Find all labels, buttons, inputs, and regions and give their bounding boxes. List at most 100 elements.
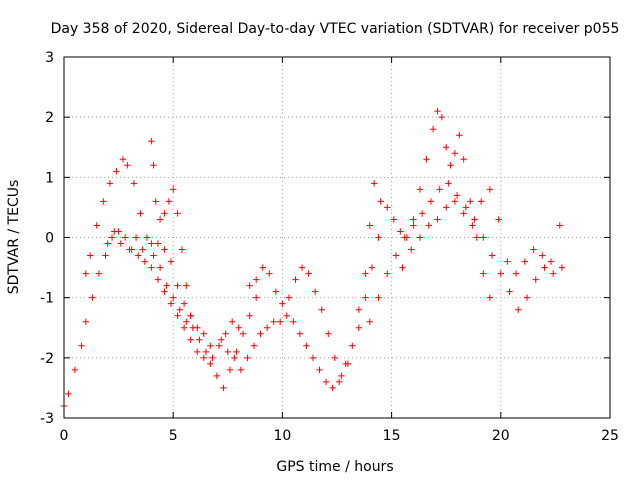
data-point (375, 294, 382, 301)
series-group (218, 234, 382, 392)
data-point (187, 336, 194, 343)
data-point (170, 186, 177, 193)
data-point (547, 258, 555, 265)
data-point (135, 252, 142, 259)
data-point (447, 162, 454, 169)
data-point (174, 282, 181, 289)
data-point (257, 330, 264, 337)
data-point (486, 186, 494, 193)
series-group (246, 264, 352, 380)
data-point (95, 270, 103, 277)
data-point (309, 354, 317, 362)
data-point (71, 366, 79, 374)
data-point (235, 324, 242, 331)
data-point (194, 324, 201, 331)
data-point (163, 282, 170, 289)
data-point (113, 168, 120, 175)
data-point (515, 306, 522, 313)
data-point (316, 366, 323, 374)
data-point (207, 360, 214, 368)
data-point (143, 234, 151, 241)
data-point (453, 192, 461, 199)
data-point (480, 270, 487, 277)
y-tick-label: -2 (40, 351, 54, 367)
data-point (170, 294, 177, 301)
data-point (416, 234, 424, 241)
data-point (335, 378, 343, 386)
x-tick-label: 10 (273, 428, 291, 444)
data-point (471, 216, 478, 223)
series-group (60, 228, 260, 410)
data-point (132, 234, 140, 241)
data-point (473, 234, 480, 241)
data-point (401, 234, 408, 241)
data-point (270, 318, 277, 325)
data-point (154, 276, 162, 283)
data-point (443, 204, 450, 211)
data-point (436, 186, 443, 193)
data-points (60, 107, 566, 410)
data-point (213, 372, 221, 380)
data-point (277, 318, 284, 325)
data-point (209, 354, 216, 362)
data-point (137, 210, 144, 217)
y-tick-label: 2 (45, 110, 54, 126)
data-point (148, 264, 155, 271)
series-group (82, 156, 242, 362)
data-point (456, 132, 463, 139)
data-point (556, 222, 563, 229)
data-point (102, 252, 109, 259)
data-point (165, 198, 173, 205)
data-point (167, 258, 175, 265)
data-point (423, 156, 430, 163)
data-point (246, 312, 253, 319)
data-point (486, 294, 494, 301)
data-point (104, 240, 111, 247)
y-axis-label: SDTVAR / TECUs (6, 180, 22, 295)
data-point (368, 264, 376, 271)
data-point (139, 246, 146, 253)
data-point (497, 270, 504, 277)
data-point (263, 324, 271, 331)
data-point (488, 252, 496, 259)
data-point (156, 216, 164, 223)
data-point (252, 294, 260, 301)
data-point (311, 288, 319, 295)
data-point (292, 276, 299, 283)
data-point (322, 378, 330, 386)
data-point (200, 354, 207, 362)
data-point (375, 234, 382, 241)
data-point (477, 198, 485, 205)
data-point (410, 222, 417, 229)
data-point (121, 234, 129, 241)
y-tick-label: 1 (45, 170, 54, 186)
axis-ticks: 0 5 10 15 20 25 -3 -2 -1 0 1 2 3 (40, 50, 619, 444)
data-point (329, 384, 336, 392)
y-tick-label: -3 (40, 411, 54, 427)
data-point (200, 330, 207, 337)
data-point (183, 282, 190, 289)
plot-frame (63, 56, 611, 419)
data-point (290, 318, 297, 325)
data-point (226, 366, 234, 374)
data-point (429, 126, 437, 133)
y-tick-label: -1 (40, 291, 54, 307)
data-point (141, 258, 149, 265)
data-point (87, 252, 94, 259)
data-point (150, 162, 157, 169)
data-point (558, 264, 566, 271)
data-point (445, 180, 452, 187)
data-point (194, 348, 201, 356)
data-point (126, 246, 133, 253)
data-point (183, 318, 190, 325)
data-point (296, 330, 304, 337)
data-point (119, 156, 127, 163)
data-point (427, 198, 435, 205)
data-point (117, 240, 124, 247)
series-group (355, 107, 494, 313)
x-tick-label: 25 (601, 428, 619, 444)
data-point (303, 342, 310, 349)
data-point (344, 360, 352, 368)
data-point (180, 300, 188, 307)
